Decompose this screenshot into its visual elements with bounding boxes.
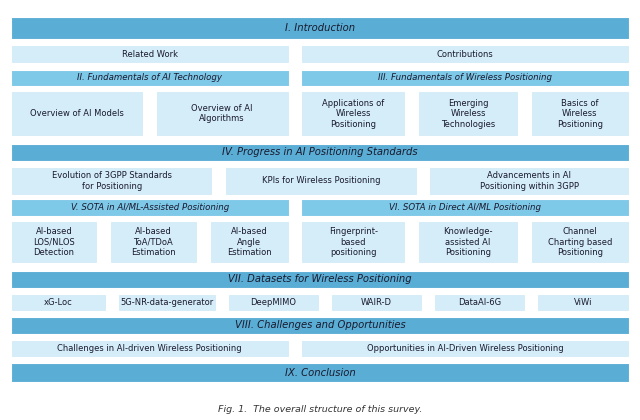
Text: Basics of
Wireless
Positioning: Basics of Wireless Positioning — [557, 99, 603, 129]
FancyBboxPatch shape — [156, 91, 289, 136]
Text: AI-based
Angle
Estimation: AI-based Angle Estimation — [227, 227, 271, 257]
FancyBboxPatch shape — [301, 340, 629, 357]
FancyBboxPatch shape — [418, 91, 518, 136]
Text: Advancements in AI
Positioning within 3GPP: Advancements in AI Positioning within 3G… — [480, 171, 579, 191]
Text: Overview of AI Models: Overview of AI Models — [30, 109, 124, 118]
Text: IV. Progress in AI Positioning Standards: IV. Progress in AI Positioning Standards — [222, 147, 418, 157]
FancyBboxPatch shape — [531, 91, 629, 136]
FancyBboxPatch shape — [11, 45, 289, 63]
Text: xG-Loc: xG-Loc — [44, 298, 73, 307]
Text: Knowledge-
assisted AI
Positioning: Knowledge- assisted AI Positioning — [444, 227, 493, 257]
FancyBboxPatch shape — [11, 167, 212, 194]
FancyBboxPatch shape — [11, 17, 629, 39]
FancyBboxPatch shape — [531, 221, 629, 263]
Text: Applications of
Wireless
Positioning: Applications of Wireless Positioning — [323, 99, 385, 129]
FancyBboxPatch shape — [209, 221, 289, 263]
Text: AI-based
LOS/NLOS
Detection: AI-based LOS/NLOS Detection — [33, 227, 75, 257]
Text: Contributions: Contributions — [437, 50, 493, 59]
Text: 5G-NR-data-generator: 5G-NR-data-generator — [120, 298, 214, 307]
FancyBboxPatch shape — [11, 91, 143, 136]
FancyBboxPatch shape — [11, 317, 629, 334]
FancyBboxPatch shape — [301, 221, 406, 263]
Text: II. Fundamentals of AI Technology: II. Fundamentals of AI Technology — [77, 74, 222, 82]
FancyBboxPatch shape — [11, 363, 629, 382]
FancyBboxPatch shape — [11, 271, 629, 288]
FancyBboxPatch shape — [332, 294, 422, 311]
Text: I. Introduction: I. Introduction — [285, 23, 355, 33]
Text: VII. Datasets for Wireless Positioning: VII. Datasets for Wireless Positioning — [228, 274, 412, 284]
Text: Evolution of 3GPP Standards
for Positioning: Evolution of 3GPP Standards for Position… — [52, 171, 172, 191]
FancyBboxPatch shape — [418, 221, 518, 263]
Text: Opportunities in AI-Driven Wireless Positioning: Opportunities in AI-Driven Wireless Posi… — [367, 344, 564, 353]
Text: Fig. 1.  The overall structure of this survey.: Fig. 1. The overall structure of this su… — [218, 405, 422, 414]
Text: V. SOTA in AI/ML-Assisted Positioning: V. SOTA in AI/ML-Assisted Positioning — [70, 203, 229, 212]
Text: Fingerprint-
based
positioning: Fingerprint- based positioning — [329, 227, 378, 257]
FancyBboxPatch shape — [538, 294, 629, 311]
FancyBboxPatch shape — [118, 294, 216, 311]
FancyBboxPatch shape — [301, 200, 629, 216]
Text: III. Fundamentals of Wireless Positioning: III. Fundamentals of Wireless Positionin… — [378, 74, 552, 82]
FancyBboxPatch shape — [301, 70, 629, 86]
FancyBboxPatch shape — [11, 340, 289, 357]
FancyBboxPatch shape — [109, 221, 197, 263]
FancyBboxPatch shape — [225, 167, 417, 194]
FancyBboxPatch shape — [11, 200, 289, 216]
Text: WAIR-D: WAIR-D — [361, 298, 392, 307]
Text: DeepMIMO: DeepMIMO — [250, 298, 296, 307]
Text: Related Work: Related Work — [122, 50, 178, 59]
FancyBboxPatch shape — [11, 144, 629, 160]
FancyBboxPatch shape — [301, 45, 629, 63]
FancyBboxPatch shape — [435, 294, 525, 311]
FancyBboxPatch shape — [228, 294, 319, 311]
FancyBboxPatch shape — [301, 91, 406, 136]
Text: ViWi: ViWi — [574, 298, 593, 307]
Text: Challenges in AI-driven Wireless Positioning: Challenges in AI-driven Wireless Positio… — [58, 344, 242, 353]
Text: IX. Conclusion: IX. Conclusion — [285, 368, 355, 378]
Text: DataAI-6G: DataAI-6G — [458, 298, 501, 307]
FancyBboxPatch shape — [11, 70, 289, 86]
Text: AI-based
ToA/TDoA
Estimation: AI-based ToA/TDoA Estimation — [131, 227, 175, 257]
Text: KPIs for Wireless Positioning: KPIs for Wireless Positioning — [262, 176, 380, 185]
FancyBboxPatch shape — [429, 167, 629, 194]
FancyBboxPatch shape — [11, 221, 97, 263]
Text: Channel
Charting based
Positioning: Channel Charting based Positioning — [548, 227, 612, 257]
Text: Emerging
Wireless
Technologies: Emerging Wireless Technologies — [441, 99, 495, 129]
Text: VIII. Challenges and Opportunities: VIII. Challenges and Opportunities — [235, 320, 405, 331]
Text: Overview of AI
Algorithms: Overview of AI Algorithms — [191, 104, 253, 123]
Text: VI. SOTA in Direct AI/ML Positioning: VI. SOTA in Direct AI/ML Positioning — [389, 203, 541, 212]
FancyBboxPatch shape — [11, 294, 106, 311]
